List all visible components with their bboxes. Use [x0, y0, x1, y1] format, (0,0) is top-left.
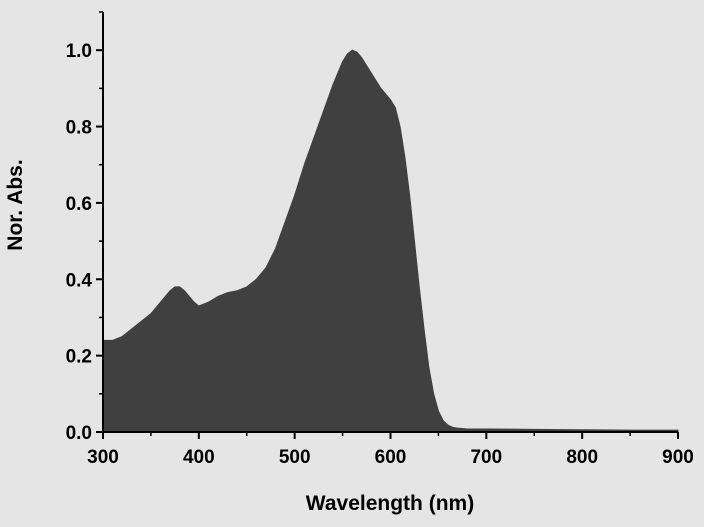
x-tick-label-500: 500 [279, 447, 311, 468]
y-tick-label-0: 0.0 [66, 423, 92, 444]
y-tick-label-3: 0.6 [66, 194, 92, 215]
absorbance-area-series-0 [102, 49, 679, 433]
y-axis-title: Nor. Abs. [4, 159, 27, 250]
x-tick-label-600: 600 [375, 447, 407, 468]
x-tick-label-900: 900 [662, 447, 694, 468]
x-tick-label-400: 400 [183, 447, 215, 468]
x-tick-label-300: 300 [87, 447, 119, 468]
y-tick-label-1: 0.2 [66, 347, 92, 368]
y-tick-label-2: 0.4 [66, 270, 93, 291]
y-tick-label-5: 1.0 [66, 41, 92, 62]
x-axis-title: Wavelength (nm) [306, 492, 474, 515]
x-tick-label-800: 800 [566, 447, 598, 468]
x-tick-label-700: 700 [470, 447, 502, 468]
y-tick-label-4: 0.8 [66, 118, 92, 139]
